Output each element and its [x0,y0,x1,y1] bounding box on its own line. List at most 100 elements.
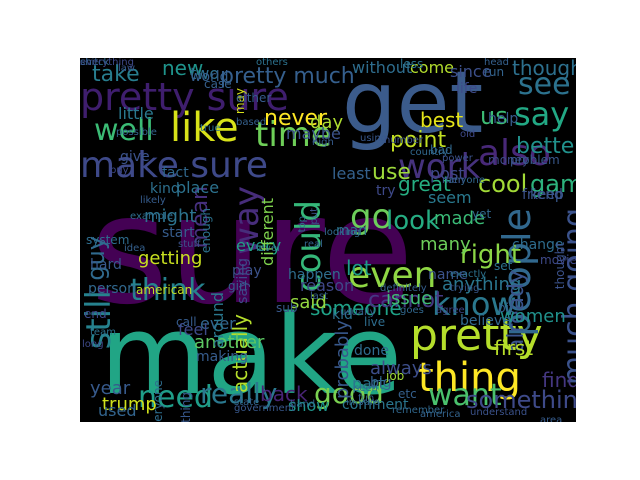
cloud-word: call [176,315,197,329]
cloud-word: problem [510,153,560,167]
cloud-word: probably [332,320,353,399]
cloud-word: job [386,369,405,383]
cloud-word: pretty sure [80,75,289,119]
cloud-word: first [494,336,534,360]
cloud-word: others [256,58,288,68]
cloud-word: two [190,64,220,83]
cloud-word: movie [540,253,576,267]
cloud-word: stuff [178,239,201,250]
cloud-word: long [82,339,104,350]
cloud-word: state [234,397,260,408]
cloud-word: place [176,178,220,197]
cloud-word: ever [200,314,236,333]
cloud-word: part [352,374,385,393]
cloud-word: real [304,239,323,250]
cloud-word: sub [276,301,298,315]
cloud-word: run [484,65,505,79]
cloud-word: check [80,58,110,68]
cloud-word: best [420,108,464,132]
cloud-word: little [118,104,154,123]
cloud-word: seem [428,188,472,207]
cloud-word: new [162,58,204,80]
cloud-word: trying [450,283,480,294]
cloud-word: last [310,291,329,302]
cloud-word: usually [340,307,376,318]
cloud-word: happen [288,267,341,283]
cloud-word: say [514,95,570,133]
cloud-word: area [540,415,563,423]
cloud-word: anything [442,274,522,295]
cloud-word: look [386,206,441,236]
cloud-word: kind [150,181,180,197]
cloud-word: better [516,134,576,159]
cloud-word: person [88,281,136,297]
cloud-word: game [530,170,576,198]
cloud-word: agree [436,305,465,316]
cloud-word: us [480,102,508,130]
cloud-word: name [428,267,468,283]
cloud-word: less [400,58,424,71]
cloud-word: team [90,327,116,338]
cloud-word: reason [300,276,355,295]
cloud-word: buy [110,165,129,176]
cloud-word: enough [199,208,213,254]
cloud-word: feel [178,320,208,339]
cloud-word: might [144,206,197,227]
cloud-word: number [384,135,424,146]
cloud-word: fact [162,165,189,181]
cloud-word: least [332,164,371,183]
cloud-word: america [420,409,461,420]
cloud-word: head [484,58,509,68]
cloud-word: country [410,147,449,158]
cloud-word: law [118,63,136,74]
cloud-word: always [370,358,432,379]
cloud-word: kid [332,307,353,323]
cloud-word: without [352,58,413,77]
cloud-word: another [194,332,265,353]
cloud-word: seen [354,383,378,394]
cloud-word: set [494,259,513,273]
cloud-word: everyone [151,380,165,422]
cloud-word: likely [140,195,166,206]
cloud-word: high [312,137,334,148]
cloud-word: true [200,123,221,134]
cloud-word: money [488,153,530,167]
cloud-word: shit [80,58,99,68]
cloud-word: every [236,236,282,255]
cloud-word: great [398,172,451,196]
cloud-word: either [236,91,272,105]
cloud-word: anyone [448,175,485,186]
cloud-word: live [364,315,386,329]
cloud-word: even [348,255,437,296]
cloud-word: find [542,368,576,392]
cloud-word: around [208,292,227,349]
cloud-word: see [518,67,571,102]
cloud-word: nothing [179,392,193,422]
cloud-word: man [336,223,368,239]
cloud-word: never [264,106,328,131]
cloud-word: keep [530,187,564,203]
cloud-word: bit [498,301,514,315]
cloud-word: pretty much [220,64,355,89]
cloud-word: life [456,81,478,97]
cloud-word: get [342,58,484,153]
cloud-word: understand [470,407,528,418]
cloud-word: comment [342,397,409,413]
cloud-word: women [500,306,566,327]
cloud-word: play [232,263,262,279]
cloud-word: trump [102,394,157,415]
cloud-word: show [288,396,330,415]
cloud-word: make [100,291,403,419]
cloud-word: top [297,216,308,233]
cloud-word: hard [90,257,122,273]
cloud-word: maybe [286,124,341,143]
cloud-word: someone [310,296,402,320]
cloud-word: making [196,349,248,365]
cloud-word: american [136,283,193,297]
cloud-word: need [138,380,213,415]
cloud-word: sure [90,164,414,338]
cloud-word: based [236,117,267,128]
cloud-word: well [94,113,154,148]
cloud-word: men [442,175,465,186]
cloud-word: many [420,234,471,255]
